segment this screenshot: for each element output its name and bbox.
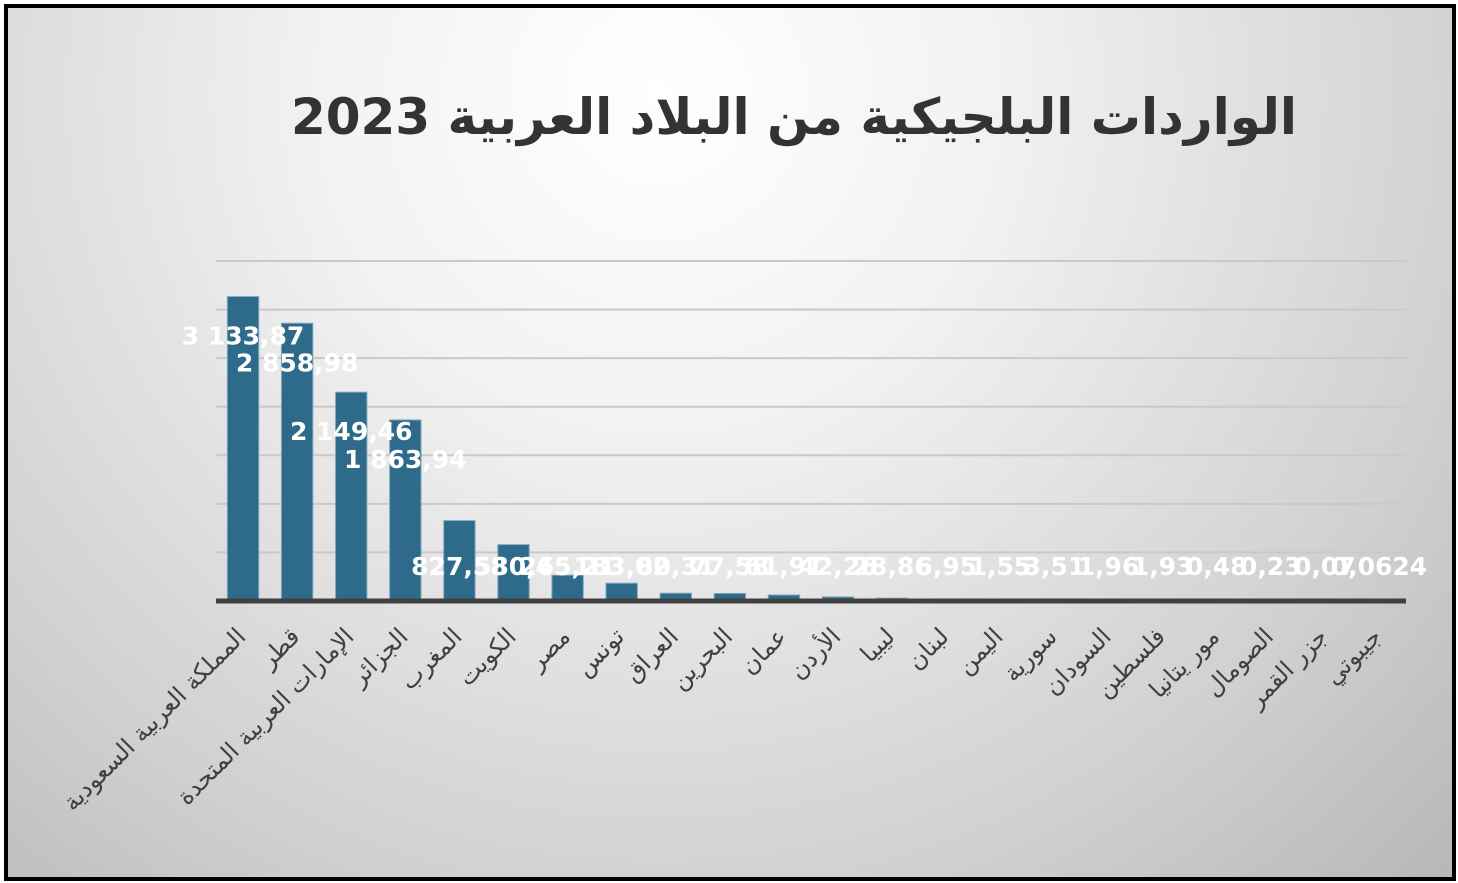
data-label: 6,95 — [915, 552, 977, 581]
category-label: اليمن — [951, 622, 1009, 680]
bar — [605, 582, 638, 602]
data-label: 1,93 — [1132, 552, 1194, 581]
category-label: المملكة العربية السعودية — [57, 622, 251, 816]
data-label: 2 858,98 — [236, 348, 359, 377]
bar — [497, 544, 530, 602]
data-label: 183,02 — [573, 552, 669, 581]
data-label: 77,58 — [690, 552, 769, 581]
data-label: 42,26 — [799, 552, 878, 581]
data-labels: 3 133,872 858,98 2 149,461 863,94 827,5858… — [182, 322, 1427, 581]
category-label: البحرين — [665, 622, 738, 695]
category-label: الكويت — [453, 622, 522, 691]
data-label: 3 133,87 — [182, 322, 305, 351]
data-label: 0,0624 — [1331, 552, 1427, 581]
bar — [335, 391, 368, 602]
category-label: لبنان — [902, 622, 955, 675]
chart-frame: 3 133,87 2 858,98 2 149,46 1 863,94 827,58 58… — [4, 4, 1456, 881]
data-label: 1,96 — [1078, 552, 1140, 581]
data-label: 1,55 — [969, 552, 1031, 581]
bar — [389, 419, 422, 602]
bar — [280, 322, 314, 602]
category-label: تونس — [570, 622, 630, 682]
chart-canvas: 3 133,872 858,98 2 149,461 863,94 827,5858… — [57, 88, 1427, 817]
data-label: 1 863,94 — [344, 445, 467, 474]
data-label: 61,91 — [744, 552, 823, 581]
data-label: 2 149,46 — [290, 417, 413, 446]
category-label: جيبوتي — [1319, 622, 1387, 690]
bar — [551, 574, 584, 602]
chart-title: الواردات البلجيكية من البلاد العربية 202… — [291, 88, 1297, 147]
data-label: 3,51 — [1024, 552, 1086, 581]
bars — [226, 296, 1396, 602]
bar — [443, 520, 476, 602]
category-label: عمان — [735, 622, 792, 679]
data-label: 0,23 — [1240, 552, 1302, 581]
data-label: 827,58 — [411, 552, 507, 581]
category-label: مصر — [522, 622, 576, 676]
data-label: 0,48 — [1186, 552, 1248, 581]
data-label: 265,21 — [519, 552, 615, 581]
data-label: 580,4 — [474, 552, 553, 581]
data-label: 0,07 — [1294, 552, 1356, 581]
data-label: 28,86 — [853, 552, 932, 581]
category-label: الأردن — [783, 622, 846, 685]
category-label: ليبيا — [855, 622, 901, 668]
data-label: 80,31 — [636, 552, 715, 581]
category-label: المغرب — [395, 622, 468, 695]
